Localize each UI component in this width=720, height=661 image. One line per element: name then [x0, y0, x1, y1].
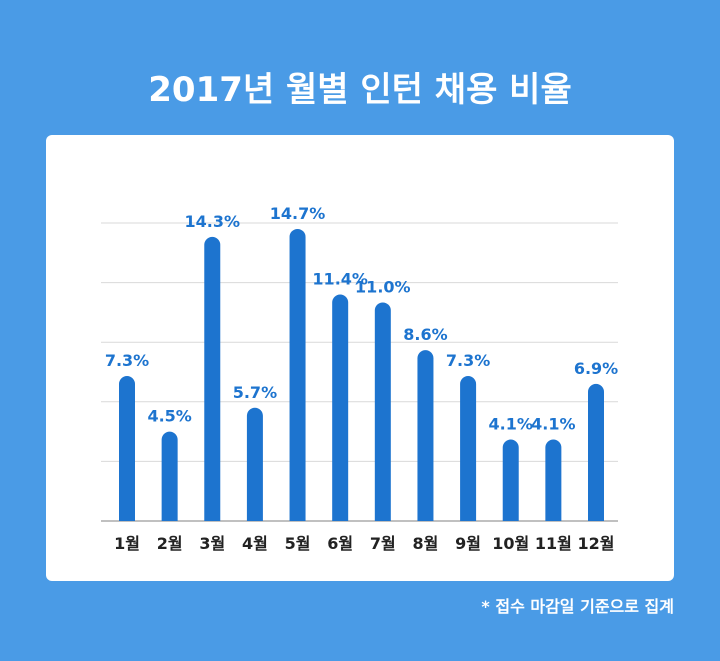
x-tick-label: 10월 — [492, 534, 529, 553]
value-label: 7.3% — [446, 351, 490, 370]
x-tick-label: 5월 — [285, 534, 311, 553]
bar-12월 — [588, 383, 604, 521]
value-label: 11.4% — [312, 270, 368, 289]
bar-11월 — [545, 439, 562, 521]
x-tick-label: 7월 — [370, 534, 396, 553]
bar-10월 — [502, 439, 519, 521]
value-label: 4.5% — [147, 407, 191, 426]
x-tick-label: 11월 — [535, 534, 572, 553]
x-tick-label: 8월 — [413, 534, 439, 553]
value-label: 6.9% — [574, 359, 618, 378]
bars — [119, 228, 604, 521]
x-tick-label: 2월 — [157, 534, 183, 553]
bar-5월 — [289, 228, 306, 521]
x-tick-label: 12월 — [578, 534, 615, 553]
bar-3월 — [204, 236, 221, 521]
x-tick-label: 4월 — [242, 534, 268, 553]
bar-1월 — [119, 375, 135, 521]
value-label: 4.1% — [489, 415, 533, 434]
value-label: 4.1% — [531, 415, 575, 434]
value-label: 8.6% — [403, 325, 447, 344]
bar-8월 — [417, 350, 434, 521]
value-label: 5.7% — [233, 383, 277, 402]
bar-4월 — [246, 407, 263, 521]
x-tick-label: 1월 — [114, 534, 140, 553]
chart-title: 2017년 월별 인턴 채용 비율 — [148, 70, 572, 110]
value-label: 14.3% — [185, 212, 241, 231]
x-tick-labels: 1월 2월 3월 4월 5월 6월 7월 8월 9월 10월 11월 12월 — [114, 534, 614, 553]
x-tick-label: 9월 — [455, 534, 481, 553]
chart-card — [46, 135, 674, 581]
x-tick-label: 6월 — [327, 534, 353, 553]
gridlines — [101, 222, 618, 522]
x-tick-label: 3월 — [199, 534, 225, 553]
bar-6월 — [332, 294, 349, 521]
value-label: 14.7% — [270, 204, 326, 223]
value-labels: 7.3% 4.5% 14.3% 5.7% 14.7% 11.4%11.0% 8.6% 7.3%… — [105, 204, 618, 434]
footnote: * 접수 마감일 기준으로 집계 — [481, 597, 674, 616]
bar-2월 — [161, 431, 178, 521]
bar-7월 — [374, 302, 391, 521]
bar-9월 — [460, 375, 477, 521]
value-label: 7.3% — [105, 351, 149, 370]
value-label: 11.0% — [355, 277, 411, 296]
